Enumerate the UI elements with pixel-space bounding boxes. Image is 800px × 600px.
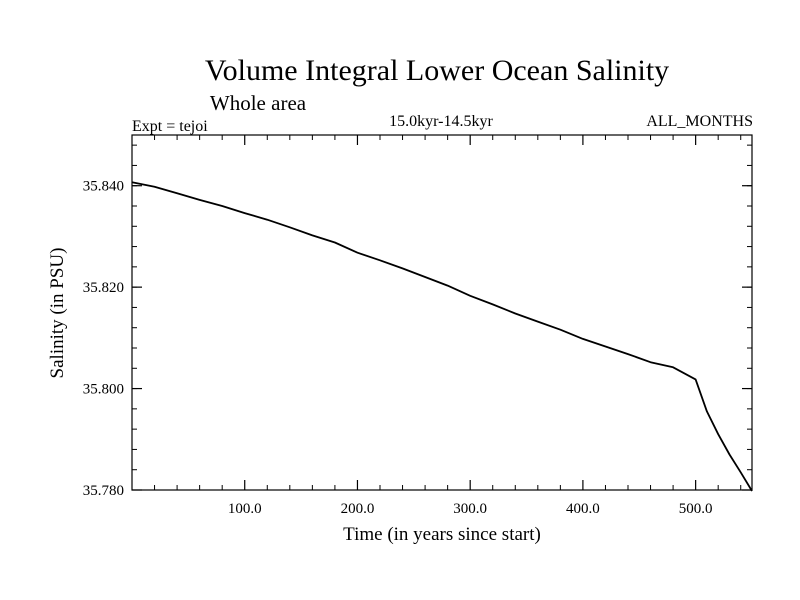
x-axis-label: Time (in years since start) — [343, 524, 541, 545]
x-tick-label: 100.0 — [228, 501, 262, 517]
y-tick-label: 35.820 — [83, 280, 124, 296]
plot-frame — [131, 134, 753, 491]
y-axis-label: Salinity (in PSU) — [47, 248, 68, 379]
chart-subtitle: Whole area — [210, 91, 307, 115]
y-tick-label: 35.800 — [83, 382, 124, 398]
x-tick-label: 500.0 — [679, 501, 713, 517]
chart-title: Volume Integral Lower Ocean Salinity — [205, 54, 669, 87]
months-label: ALL_MONTHS — [646, 113, 753, 130]
salinity-series-line — [131, 181, 753, 492]
x-tick-label: 200.0 — [341, 501, 375, 517]
plot-area: 100.0 200.0 300.0 400.0 500.0 35.780 35.800 35.… — [83, 134, 753, 517]
x-tick-label: 300.0 — [453, 501, 487, 517]
experiment-label: Expt = tejoi — [132, 118, 208, 135]
y-tick-label: 35.780 — [83, 483, 124, 499]
y-tick-label: 35.840 — [83, 179, 124, 195]
x-tick-label: 400.0 — [566, 501, 600, 517]
period-label: 15.0kyr-14.5kyr — [389, 113, 493, 130]
